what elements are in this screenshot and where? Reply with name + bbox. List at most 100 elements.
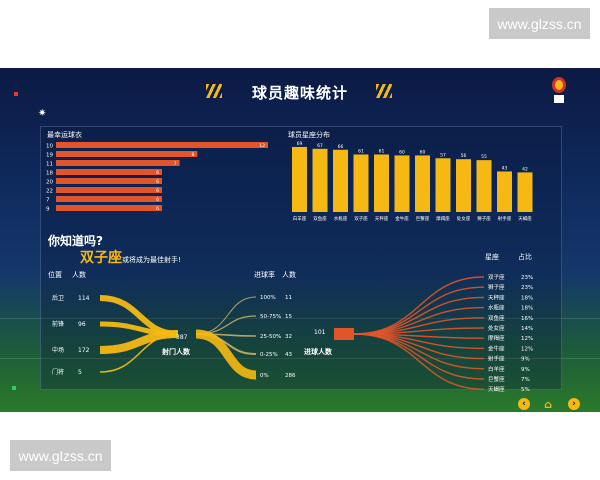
star-icon: ✷ xyxy=(38,108,47,119)
position-count-label: 114 xyxy=(78,295,90,302)
zodiac-bar xyxy=(476,160,492,212)
zodiac-bar xyxy=(333,149,348,212)
dashboard-screen: ✷ 球员趣味统计 最幸运球衣 10 12 19 8 11 7 18 6 20 6 22 6 7 6 9 6 球… xyxy=(0,68,600,412)
did-you-know-question: 你知道吗? xyxy=(48,234,103,248)
lucky-jersey-title: 最幸运球衣 xyxy=(47,131,82,139)
rate-count-label: 15 xyxy=(285,314,292,320)
scorer-total-value: 101 xyxy=(314,329,326,336)
zodiac-bar xyxy=(292,146,307,212)
zodiac-value-label: 61 xyxy=(379,148,385,154)
zodiac-value-label: 55 xyxy=(481,154,487,160)
zodiac-bar xyxy=(435,158,451,212)
zodiac-value-label: 61 xyxy=(358,148,364,154)
zodiac-name-label: 天秤座 xyxy=(375,215,389,222)
rate-flow-link xyxy=(195,329,257,380)
position-name-label: 中场 xyxy=(52,346,64,354)
zodiac-share-name: 天秤座 xyxy=(488,293,505,301)
rate-count-label: 11 xyxy=(285,295,292,301)
zodiac-name-label: 摩羯座 xyxy=(436,215,450,222)
jersey-number-label: 9 xyxy=(46,207,50,213)
zodiac-distribution-chart: 69 白羊座 67 双鱼座 66 水瓶座 61 双子座 61 天秤座 60 金牛座 60 巨蟹座 57 摩羯座… xyxy=(292,141,533,222)
jersey-value-label: 6 xyxy=(156,188,159,194)
zodiac-name-label: 巨蟹座 xyxy=(416,215,430,222)
zodiac-flow-link xyxy=(353,333,485,370)
zodiac-share-name: 双鱼座 xyxy=(488,314,505,322)
zodiac-share-value: 18% xyxy=(521,306,533,312)
zodiac-bar xyxy=(415,155,430,212)
rate-label: 0% xyxy=(260,373,269,379)
zodiac-share-value: 16% xyxy=(521,316,533,322)
zodiac-flow-link xyxy=(353,286,485,335)
rate-label: 25-50% xyxy=(260,334,281,340)
title-stripe-left xyxy=(206,84,222,98)
jersey-bar xyxy=(56,142,268,148)
zodiac-value-label: 57 xyxy=(440,152,446,158)
zodiac-share-name: 摩羯座 xyxy=(488,334,505,342)
did-you-know-rest: 或将成为最佳射手! xyxy=(122,256,181,264)
share-header: 占比 xyxy=(518,253,532,261)
zodiac-share-value: 18% xyxy=(521,295,533,301)
jersey-bar xyxy=(56,205,162,211)
watermark-top: www.glzss.cn xyxy=(489,8,590,39)
jersey-bar xyxy=(56,187,162,193)
jersey-number-label: 18 xyxy=(46,171,53,177)
world-cup-logo-icon xyxy=(552,77,566,103)
zodiac-chart-title: 球员星座分布 xyxy=(288,131,330,139)
jersey-bar xyxy=(56,196,162,202)
rate-count-label: 286 xyxy=(285,373,296,379)
zodiac-value-label: 60 xyxy=(420,149,426,155)
jersey-value-label: 8 xyxy=(191,152,194,158)
jersey-number-label: 7 xyxy=(46,198,50,204)
zodiac-value-label: 43 xyxy=(502,165,508,171)
prev-button[interactable]: ‹ xyxy=(518,398,530,410)
rate-count-header: 人数 xyxy=(282,271,296,279)
zodiac-share-value: 23% xyxy=(521,285,533,291)
zodiac-bar xyxy=(312,148,328,212)
did-you-know-highlight: 双子座 xyxy=(80,250,122,266)
zodiac-header: 星座 xyxy=(485,253,499,261)
zodiac-share-value: 9% xyxy=(521,367,530,373)
home-icon: ⌂ xyxy=(544,397,552,411)
zodiac-value-label: 60 xyxy=(399,149,405,155)
confetti-decoration xyxy=(14,92,18,96)
zodiac-share-name: 巨蟹座 xyxy=(488,375,505,383)
jersey-bar xyxy=(56,151,198,157)
zodiac-value-label: 67 xyxy=(317,143,323,149)
zodiac-share-value: 23% xyxy=(521,275,533,281)
next-button[interactable]: › xyxy=(568,398,580,410)
zodiac-share-value: 12% xyxy=(521,346,533,352)
jersey-value-label: 6 xyxy=(156,206,159,212)
did-you-know-sentence: 双子座或将成为最佳射手! xyxy=(80,247,181,267)
jersey-bar xyxy=(56,169,162,175)
rate-flow-link xyxy=(195,296,257,335)
zodiac-share-name: 狮子座 xyxy=(488,283,505,291)
shot-total-value: 387 xyxy=(176,334,188,341)
zodiac-value-label: 42 xyxy=(522,166,528,172)
home-button[interactable]: ⌂ xyxy=(542,397,554,411)
position-count-label: 5 xyxy=(78,369,82,376)
watermark-bottom: www.glzss.cn xyxy=(10,440,111,471)
chevron-left-icon: ‹ xyxy=(522,399,526,409)
zodiac-flow-link xyxy=(353,333,485,390)
zodiac-bar xyxy=(456,159,471,212)
position-flow-link xyxy=(99,333,179,373)
chevron-right-icon: › xyxy=(572,399,576,409)
zodiac-share-value: 5% xyxy=(521,387,530,393)
position-count-header: 人数 xyxy=(72,271,86,279)
lucky-jersey-chart: 10 12 19 8 11 7 18 6 20 6 22 6 7 6 9 6 xyxy=(46,142,268,213)
zodiac-bar xyxy=(353,154,369,212)
zodiac-name-label: 白羊座 xyxy=(293,215,307,222)
flow-diagram: 后卫 114 前锋 96 中场 172 门将 5 387 射门人数 100% 11 50-75% 15 25… xyxy=(52,273,533,393)
zodiac-value-label: 66 xyxy=(338,144,344,150)
shot-total-label: 射门人数 xyxy=(161,347,191,356)
zodiac-value-label: 69 xyxy=(297,141,303,147)
zodiac-bar xyxy=(394,155,410,212)
zodiac-bar xyxy=(517,172,533,212)
zodiac-name-label: 天蝎座 xyxy=(518,215,532,222)
rate-label: 50-75% xyxy=(260,314,281,320)
zodiac-share-name: 处女座 xyxy=(488,324,505,332)
field-line xyxy=(0,358,600,359)
jersey-value-label: 6 xyxy=(156,197,159,203)
zodiac-share-value: 9% xyxy=(521,357,530,363)
jersey-value-label: 6 xyxy=(156,179,159,185)
